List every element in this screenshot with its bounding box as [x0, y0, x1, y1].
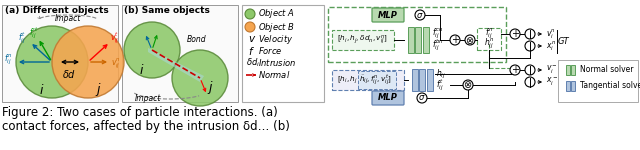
- Circle shape: [415, 10, 425, 20]
- Text: $f_{ij}^{bn}$: $f_{ij}^{bn}$: [432, 37, 444, 53]
- Text: $\sigma$: $\sigma$: [419, 93, 426, 102]
- Text: $\otimes$: $\otimes$: [465, 34, 475, 45]
- Text: $j$: $j$: [207, 80, 213, 96]
- FancyBboxPatch shape: [2, 5, 118, 102]
- FancyBboxPatch shape: [570, 81, 575, 91]
- Text: $f_{ij}^t$: $f_{ij}^t$: [436, 77, 444, 93]
- Text: $i$: $i$: [39, 83, 45, 97]
- Text: (a) Different objects: (a) Different objects: [5, 6, 109, 15]
- FancyBboxPatch shape: [477, 28, 501, 50]
- Circle shape: [124, 22, 180, 78]
- Text: $\otimes$: $\otimes$: [463, 80, 472, 90]
- Text: $\widetilde{h}_{ij},f_{ij}^n,v_{ij}^t]$: $\widetilde{h}_{ij},f_{ij}^n,v_{ij}^t]$: [360, 73, 392, 87]
- Text: $v_i^-$: $v_i^-$: [546, 64, 558, 76]
- Text: $j$: $j$: [95, 81, 101, 99]
- FancyBboxPatch shape: [415, 27, 421, 53]
- Text: $Normal$: $Normal$: [258, 69, 291, 81]
- Circle shape: [52, 26, 124, 98]
- FancyBboxPatch shape: [566, 65, 570, 75]
- FancyBboxPatch shape: [422, 27, 429, 53]
- Text: MLP: MLP: [378, 93, 398, 102]
- Text: $Object\ A$: $Object\ A$: [258, 8, 295, 21]
- Text: $h_{ij}^n$: $h_{ij}^n$: [484, 37, 494, 51]
- Text: $f_{ij}'^t$: $f_{ij}'^t$: [29, 25, 39, 41]
- Text: $x_i^n$: $x_i^n$: [546, 39, 556, 53]
- Circle shape: [525, 29, 535, 39]
- Text: (b) Same objects: (b) Same objects: [124, 6, 210, 15]
- Text: $f_{ij}^t$: $f_{ij}^t$: [18, 30, 26, 46]
- FancyBboxPatch shape: [412, 69, 417, 91]
- Polygon shape: [148, 48, 204, 82]
- Text: $f_{ij}^n$: $f_{ij}^n$: [4, 53, 12, 67]
- Text: $x_i^-$: $x_i^-$: [546, 76, 558, 88]
- Text: $i$: $i$: [140, 63, 145, 77]
- FancyBboxPatch shape: [242, 5, 324, 102]
- FancyBboxPatch shape: [419, 69, 425, 91]
- Text: $Intrusion$: $Intrusion$: [258, 57, 296, 69]
- FancyBboxPatch shape: [570, 65, 575, 75]
- Circle shape: [463, 80, 473, 90]
- Text: Bond: Bond: [187, 35, 207, 44]
- Text: +: +: [511, 29, 519, 39]
- FancyBboxPatch shape: [372, 8, 404, 22]
- Circle shape: [16, 26, 88, 98]
- Text: contact forces, affected by the intrusion δd… (b): contact forces, affected by the intrusio…: [2, 120, 290, 133]
- Text: $f$: $f$: [248, 45, 255, 57]
- Text: Impact: Impact: [55, 14, 81, 23]
- Circle shape: [450, 35, 460, 45]
- Text: Normal solver: Normal solver: [580, 66, 634, 75]
- Text: Impact: Impact: [135, 94, 161, 103]
- Circle shape: [525, 77, 535, 87]
- Circle shape: [510, 65, 520, 75]
- FancyBboxPatch shape: [372, 91, 404, 105]
- Text: $Force$: $Force$: [258, 45, 283, 57]
- Circle shape: [465, 35, 475, 45]
- Text: $f_{ij}^{cn}$: $f_{ij}^{cn}$: [432, 27, 444, 41]
- Text: Tangential solver: Tangential solver: [580, 81, 640, 90]
- FancyBboxPatch shape: [358, 71, 396, 89]
- FancyBboxPatch shape: [558, 60, 638, 102]
- Circle shape: [525, 65, 535, 75]
- Text: $f_{ij}^n$: $f_{ij}^n$: [484, 27, 493, 41]
- Text: $v$: $v$: [248, 34, 256, 44]
- Text: Figure 2: Two cases of particle interactions. (a): Figure 2: Two cases of particle interact…: [2, 106, 278, 119]
- Circle shape: [245, 22, 255, 32]
- Text: MLP: MLP: [378, 11, 398, 20]
- Circle shape: [172, 50, 228, 106]
- Text: $\delta d$: $\delta d$: [62, 68, 76, 80]
- Circle shape: [525, 41, 535, 51]
- Circle shape: [417, 93, 427, 103]
- Text: $h_{ij}$: $h_{ij}$: [436, 68, 446, 81]
- Circle shape: [510, 29, 520, 39]
- Text: +: +: [451, 35, 459, 45]
- FancyBboxPatch shape: [566, 81, 570, 91]
- Text: +: +: [511, 65, 519, 75]
- Text: $v_i^n$: $v_i^n$: [546, 27, 556, 41]
- Text: $Object\ B$: $Object\ B$: [258, 21, 295, 33]
- Text: $\delta d_i$: $\delta d_i$: [246, 57, 260, 69]
- Text: $[h_i,h_j,\delta d_n,v_{ij}^n]$: $[h_i,h_j,\delta d_n,v_{ij}^n]$: [337, 33, 388, 47]
- FancyBboxPatch shape: [332, 70, 404, 90]
- Circle shape: [245, 9, 255, 19]
- Text: $[h_i,h_j$: $[h_i,h_j$: [337, 74, 358, 86]
- Text: $v_{ij}^n$: $v_{ij}^n$: [111, 57, 121, 71]
- Text: GT: GT: [558, 38, 570, 46]
- FancyBboxPatch shape: [426, 69, 433, 91]
- Text: $Velocity$: $Velocity$: [258, 33, 294, 45]
- Text: $\sigma$: $\sigma$: [416, 11, 424, 20]
- Text: $v_{ij}^t$: $v_{ij}^t$: [110, 30, 120, 46]
- FancyBboxPatch shape: [332, 30, 394, 50]
- FancyBboxPatch shape: [408, 27, 413, 53]
- FancyBboxPatch shape: [122, 5, 238, 102]
